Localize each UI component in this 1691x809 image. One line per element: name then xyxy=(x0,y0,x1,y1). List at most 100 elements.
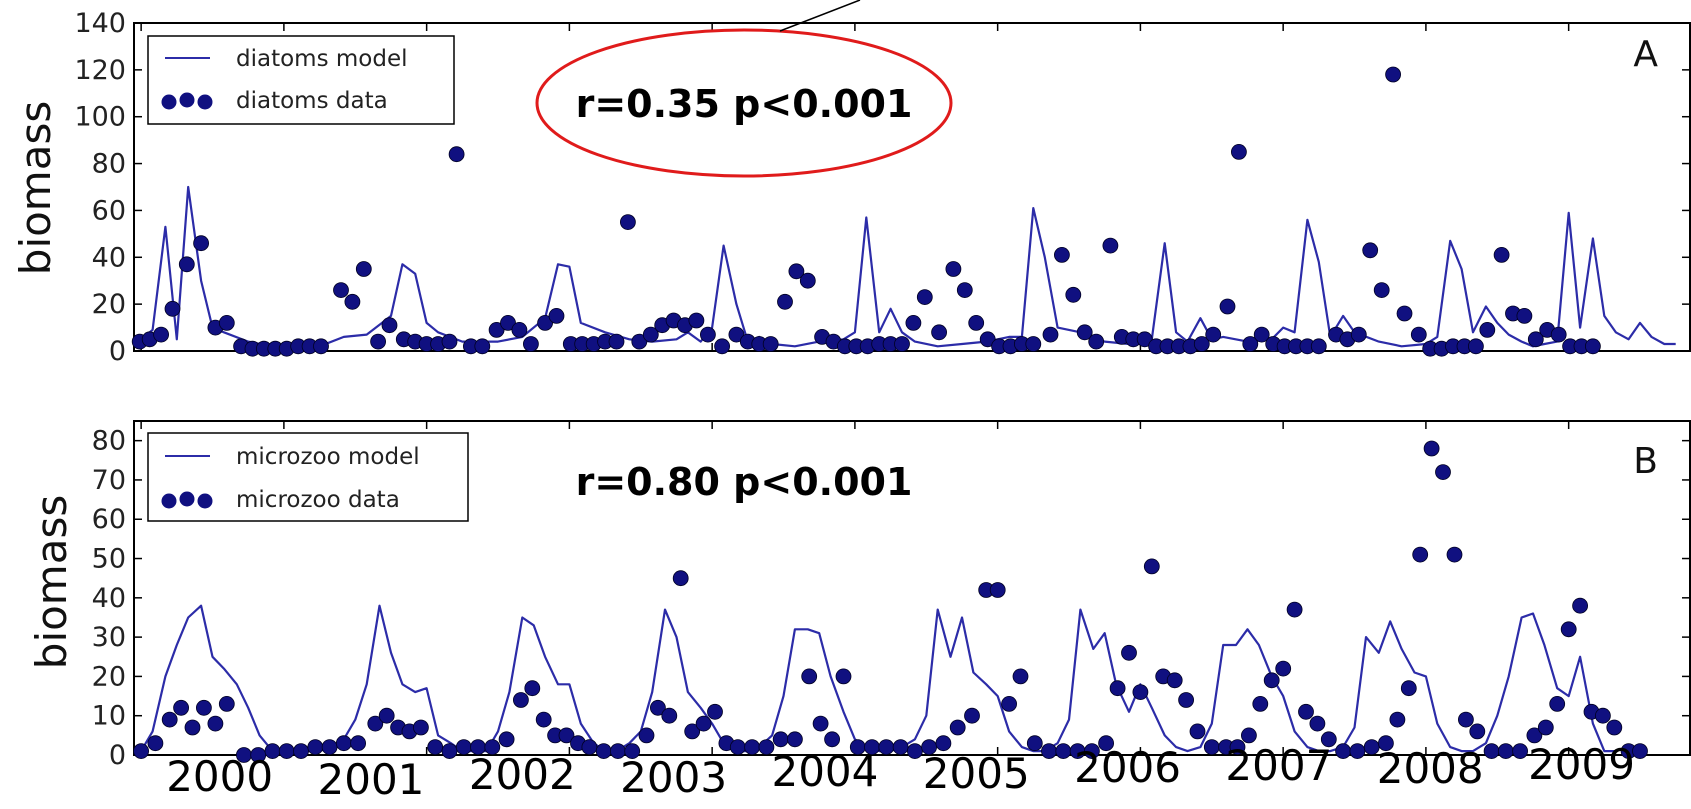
data-point xyxy=(787,731,803,748)
data-point xyxy=(1309,715,1326,732)
data-point xyxy=(1537,719,1554,736)
data-point xyxy=(772,731,789,748)
data-point xyxy=(631,333,648,350)
data-point xyxy=(307,739,324,755)
data-point xyxy=(1242,336,1259,352)
data-point xyxy=(1349,743,1366,759)
y-tick-label: 40 xyxy=(92,242,126,273)
data-point xyxy=(1435,464,1451,481)
data-point xyxy=(1205,326,1222,343)
year-label: 2002 xyxy=(469,750,576,799)
data-point xyxy=(1084,743,1100,759)
year-label: 2003 xyxy=(620,753,727,802)
data-point xyxy=(1026,735,1043,752)
data-point xyxy=(370,333,387,350)
data-point xyxy=(1098,735,1114,752)
data-point xyxy=(1001,696,1017,712)
year-labels: 2000 2001 2002 2003 2004 2005 2006 2007 2008 2009 xyxy=(166,740,1635,804)
y-tick-label: 50 xyxy=(92,544,126,575)
data-point xyxy=(133,743,150,759)
data-point xyxy=(558,727,575,744)
data-point xyxy=(1572,597,1588,614)
panel-b-legend-marker-swatch xyxy=(197,493,213,509)
data-point xyxy=(956,282,973,299)
data-point xyxy=(1054,246,1070,263)
data-point xyxy=(195,699,212,716)
data-point xyxy=(1493,246,1510,263)
data-point xyxy=(524,680,541,697)
data-point xyxy=(367,715,384,732)
panel-a-legend-marker-swatch xyxy=(161,94,177,110)
data-point xyxy=(892,739,909,755)
year-label: 2004 xyxy=(771,747,878,796)
model-line xyxy=(140,604,1616,753)
data-point xyxy=(624,743,641,759)
data-point xyxy=(498,731,515,748)
data-point xyxy=(744,739,760,755)
data-point xyxy=(835,668,852,685)
y-tick-label: 140 xyxy=(74,8,126,39)
data-point xyxy=(1286,601,1303,618)
data-point xyxy=(313,338,329,355)
data-point xyxy=(672,570,689,587)
y-tick-label: 70 xyxy=(92,465,126,496)
data-point xyxy=(1193,336,1210,352)
data-point xyxy=(1143,558,1160,575)
y-tick-label: 30 xyxy=(92,622,126,653)
data-point xyxy=(1253,326,1270,343)
y-tick-label: 80 xyxy=(92,426,126,457)
year-label: 2000 xyxy=(166,752,273,801)
data-point xyxy=(595,743,612,759)
data-point xyxy=(355,261,372,277)
data-point xyxy=(1263,672,1280,689)
panel-a-legend-marker-swatch xyxy=(197,94,213,110)
data-point xyxy=(1229,739,1246,755)
data-point xyxy=(178,256,195,273)
data-point xyxy=(1132,684,1149,700)
data-point xyxy=(1527,331,1544,348)
data-point xyxy=(642,326,659,343)
data-point xyxy=(1373,282,1390,299)
data-point xyxy=(878,739,895,755)
data-point xyxy=(484,739,501,755)
data-point xyxy=(905,314,922,331)
data-point xyxy=(1136,331,1153,348)
data-point xyxy=(184,719,201,736)
data-point xyxy=(935,735,952,752)
data-point xyxy=(894,336,910,352)
data-point xyxy=(153,326,170,343)
data-point xyxy=(1378,735,1394,752)
data-point xyxy=(1410,326,1427,343)
y-tick-label: 0 xyxy=(109,740,126,771)
data-point xyxy=(378,707,395,724)
y-tick-label: 10 xyxy=(92,701,126,732)
data-point xyxy=(620,214,636,231)
data-point xyxy=(278,743,295,759)
data-point xyxy=(1549,696,1566,712)
year-label: 2006 xyxy=(1074,743,1181,792)
data-point xyxy=(537,314,553,331)
data-point xyxy=(945,261,962,277)
data-point xyxy=(218,314,235,331)
data-point xyxy=(777,293,793,310)
panel-b-legend-marker-swatch xyxy=(179,491,195,507)
data-point xyxy=(695,715,712,732)
data-point xyxy=(1121,644,1137,661)
data-point xyxy=(1632,743,1648,759)
data-point xyxy=(1102,237,1119,254)
data-point xyxy=(801,668,818,685)
year-label: 2009 xyxy=(1528,740,1635,789)
data-point xyxy=(1497,743,1514,759)
panel-a-legend-box xyxy=(147,35,455,125)
y-tick-label: 120 xyxy=(74,55,126,86)
panel-b-correlation-text: r=0.80 p<0.001 xyxy=(576,460,913,504)
y-tick-label: 100 xyxy=(74,102,126,133)
data-point xyxy=(1606,719,1623,736)
data-point xyxy=(1412,546,1429,563)
year-label: 2005 xyxy=(923,749,1030,798)
data-point xyxy=(1385,66,1401,83)
data-point xyxy=(1203,739,1220,755)
data-point xyxy=(523,336,539,352)
data-point xyxy=(979,331,996,348)
data-point xyxy=(1252,696,1269,712)
